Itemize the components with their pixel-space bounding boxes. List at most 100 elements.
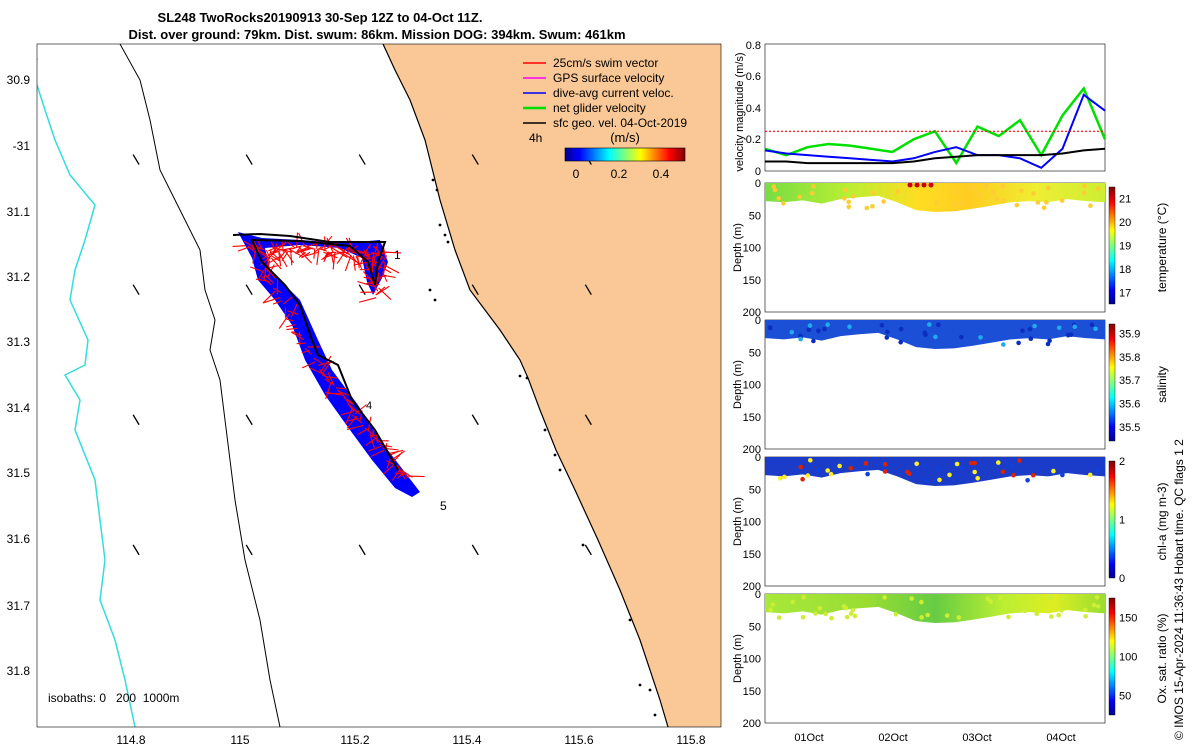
section-data-dot (1027, 326, 1033, 332)
section-data-dot (959, 334, 964, 340)
section-data-dot (1011, 472, 1016, 478)
velocity-series-sfc-geo-vel- (765, 147, 1106, 165)
title-line-2: Dist. over ground: 79km. Dist. swum: 86k… (128, 27, 625, 42)
swim-vector-arrow (383, 267, 392, 274)
section-data-dot (842, 196, 847, 201)
geo-vector-arrow (471, 284, 479, 296)
swim-vector-arrow (378, 287, 392, 300)
geo-vector-arrow (358, 154, 366, 165)
section-data-dot (898, 339, 903, 345)
section-data-dot (828, 471, 834, 477)
speed-colorbar (564, 147, 686, 162)
section-panel-oxygen: 0 50 100 150 200 Depth (m) 50 100 150 Ox. sat. ra… (732, 589, 1169, 730)
map-y-tick: 31.4 (7, 401, 31, 415)
section-data-dot (922, 478, 928, 484)
island-dot (648, 688, 652, 692)
swim-vector-arrow (301, 251, 311, 259)
velocity-plot-frame (764, 43, 1106, 172)
swim-vector-arrow (328, 245, 340, 253)
coastline (382, 44, 669, 727)
section-data-dot (944, 613, 950, 618)
section-data-dot (978, 335, 983, 340)
section-data-dot (953, 190, 958, 195)
section-data-dot (772, 187, 778, 193)
swim-vector-arrow (346, 424, 364, 431)
section-data-dot (1041, 205, 1047, 210)
depth-tick: 0 (755, 178, 761, 190)
depth-tick: 200 (743, 718, 761, 730)
swim-vector-arrow (296, 232, 298, 248)
colorbar-tick: 35.7 (1119, 375, 1140, 387)
section-data-dot (1020, 328, 1025, 334)
geo-vector-arrow (245, 544, 253, 556)
section-data-dot (806, 327, 812, 333)
section-data-dot (1094, 468, 1100, 473)
section-data-dot (1088, 203, 1093, 208)
colorbar-label: salinity (1155, 366, 1169, 403)
section-data-dot (996, 460, 1001, 465)
swim-vector-arrow (343, 397, 354, 405)
section-data-dot (1001, 199, 1006, 204)
offshore-islands (428, 178, 657, 717)
swim-vector-arrow (267, 256, 281, 264)
land-area (383, 44, 721, 727)
depth-tick: 50 (749, 347, 761, 359)
section-data-dot (1087, 472, 1093, 478)
section-data-dot (1019, 188, 1024, 193)
swim-vector-arrow (278, 313, 290, 329)
depth-tick: 150 (743, 549, 761, 561)
colorbar-tick: 1 (1119, 515, 1125, 527)
section-data-dot (1082, 607, 1088, 613)
velocity-panel: 0 0.2 0.4 0.6 0.8 velocity magnitude (m/… (734, 40, 1107, 178)
section-data-dot (1031, 191, 1036, 196)
section-data-dot (883, 462, 888, 467)
swim-vector-arrow (326, 376, 338, 379)
swim-vector-arrow (296, 245, 302, 253)
map-y-tick: 31.2 (7, 270, 31, 284)
swim-vector-arrow (327, 372, 335, 387)
geo-vector-arrow (584, 414, 592, 426)
section-data-dot (936, 322, 941, 328)
section-data-dot (952, 201, 957, 207)
geo-vector-arrow (245, 154, 253, 165)
swim-vector-arrow (353, 255, 356, 271)
section-data-dot (984, 183, 989, 189)
swim-vector-arrow (290, 303, 298, 318)
section-data-dot (771, 184, 776, 189)
section-data-dot (905, 469, 910, 475)
waypoint-label-5: 5 (440, 499, 447, 513)
swim-vector-arrow (301, 361, 316, 369)
swim-vector-arrow (305, 251, 319, 257)
section-data-dot (1093, 326, 1098, 332)
swim-vector-arrow (374, 272, 380, 290)
section-data-dot (919, 599, 924, 605)
section-data-dot (1044, 200, 1049, 205)
section-data-dot (907, 182, 913, 188)
geo-vector-arrow (245, 414, 253, 426)
section-data-dot (1028, 336, 1034, 342)
section-data-dot (801, 595, 806, 600)
swim-vector-arrow (375, 286, 386, 296)
section-data-dot (1031, 472, 1036, 478)
velocity-y-tick: 0.8 (746, 40, 761, 52)
island-dot (581, 543, 585, 547)
swim-vector-arrow (290, 248, 293, 266)
swim-vector-arrow (320, 355, 332, 372)
section-data-dot (925, 612, 930, 618)
map-x-tick: 115.6 (564, 733, 593, 747)
depth-tick: 200 (743, 444, 761, 456)
swim-vector-arrow (285, 318, 294, 322)
section-data-dot (813, 611, 818, 616)
swim-vector-arrow (264, 274, 274, 284)
map-x-axis: 114.8 115 115.2 115.4 115.6 115.8 (116, 733, 705, 747)
section-data-dot (807, 323, 813, 328)
legend-gps-velocity: GPS surface velocity (553, 71, 664, 85)
swim-vector-arrow (322, 359, 333, 374)
section-data-dot (825, 468, 830, 473)
section-data-dot (1034, 611, 1040, 617)
legend-swim-vector: 25cm/s swim vector (553, 56, 658, 70)
depth-tick: 0 (755, 315, 761, 327)
colorbar-tick: 150 (1119, 613, 1137, 625)
swim-vector-arrow (262, 290, 276, 304)
swim-vector-arrow (250, 266, 264, 273)
